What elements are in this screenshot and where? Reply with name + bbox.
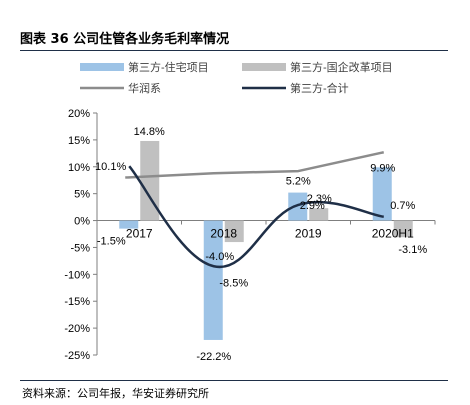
legend-label-1: 第三方-国企改革项目 [290, 60, 393, 74]
label-soe-1: -4.0% [205, 251, 234, 263]
y-tick-label-9: 20% [68, 108, 90, 120]
bar-s1-3 [393, 220, 413, 238]
line-total [128, 165, 384, 269]
y-tick-label-6: 5% [74, 189, 90, 201]
label-total-3: 0.7% [390, 200, 415, 212]
label-res-0: -1.5% [97, 236, 126, 248]
legend-swatch-0 [80, 63, 124, 71]
bar-s0-1 [203, 220, 223, 340]
x-tick-label-0: 2017 [126, 227, 153, 241]
y-tick-label-7: 10% [68, 162, 90, 174]
y-tick-label-4: -5% [70, 242, 90, 254]
legend-label-0: 第三方-住宅项目 [128, 60, 209, 74]
y-tick-label-2: -15% [64, 296, 90, 308]
x-tick-label-3: 2020H1 [372, 227, 414, 241]
label-res-3: 9.9% [370, 162, 395, 174]
label-res-2: 5.2% [286, 176, 311, 188]
y-tick-label-1: -20% [64, 323, 90, 335]
x-tick-label-1: 2018 [210, 227, 237, 241]
x-tick-label-2: 2019 [295, 227, 322, 241]
legend-swatch-1 [242, 63, 286, 71]
bar-s0-3 [372, 167, 392, 221]
label-total-1: -8.5% [219, 277, 248, 289]
figure-title: 图表 36 公司住管各业务毛利率情况 [20, 32, 230, 47]
y-tick-label-3: -10% [64, 269, 90, 281]
source-rule [20, 380, 448, 381]
title-rule [20, 50, 448, 51]
bar-s0-2 [288, 192, 308, 221]
bar-s1-1 [224, 220, 244, 243]
figure-source: 资料来源：公司年报，华安证券研究所 [22, 387, 209, 400]
y-tick-label-0: -25% [64, 350, 90, 362]
legend-label-3: 第三方-合计 [290, 81, 349, 95]
bar-s1-0 [140, 140, 160, 221]
label-soe-2: 2.3% [307, 193, 332, 205]
label-soe-0: 14.8% [134, 126, 165, 138]
y-tick-label-5: 0% [74, 216, 90, 228]
bar-s0-0 [119, 220, 139, 229]
legend-label-2: 华润系 [128, 81, 161, 95]
label-total-0: 10.1% [95, 161, 126, 173]
line-cr [125, 151, 385, 179]
label-total-2: 2.9% [300, 200, 325, 212]
bar-s1-2 [309, 208, 329, 221]
label-res-1: -22.2% [196, 351, 231, 363]
label-soe-3: -3.1% [398, 244, 427, 256]
y-tick-label-8: 15% [68, 135, 90, 147]
